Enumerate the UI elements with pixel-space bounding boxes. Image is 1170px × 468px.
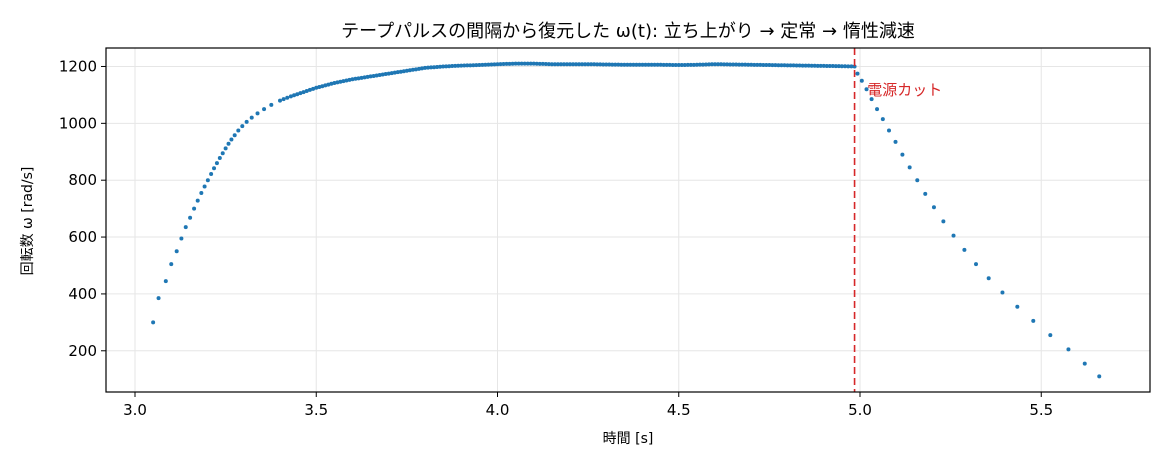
x-tick-label: 5.5 bbox=[1029, 401, 1053, 419]
data-point bbox=[169, 262, 173, 266]
x-axis-ticks: 3.0 3.5 4.0 4.5 5.0 5.5 bbox=[123, 392, 1053, 419]
y-tick-label: 800 bbox=[68, 171, 97, 189]
data-point bbox=[900, 153, 904, 157]
y-tick-label: 600 bbox=[68, 228, 97, 246]
data-point bbox=[212, 166, 216, 170]
y-tick-label: 400 bbox=[68, 285, 97, 303]
data-point bbox=[269, 103, 273, 107]
data-point bbox=[206, 178, 210, 182]
data-point bbox=[240, 124, 244, 128]
data-point bbox=[245, 120, 249, 124]
data-point bbox=[1031, 319, 1035, 323]
data-point bbox=[1048, 333, 1052, 337]
data-point bbox=[1083, 362, 1087, 366]
data-point bbox=[188, 216, 192, 220]
data-point bbox=[209, 172, 213, 176]
data-point bbox=[229, 138, 233, 142]
x-tick-label: 3.5 bbox=[304, 401, 328, 419]
y-axis-label: 回転数 ω [rad/s] bbox=[20, 167, 36, 276]
data-point bbox=[250, 116, 254, 120]
data-point bbox=[1015, 305, 1019, 309]
data-point bbox=[1000, 290, 1004, 294]
data-point bbox=[196, 199, 200, 203]
data-point bbox=[184, 225, 188, 229]
data-point bbox=[952, 234, 956, 238]
data-points bbox=[151, 62, 1101, 379]
data-point bbox=[282, 97, 286, 101]
x-tick-label: 3.0 bbox=[123, 401, 147, 419]
data-point bbox=[179, 236, 183, 240]
data-point bbox=[151, 320, 155, 324]
data-point bbox=[227, 142, 231, 146]
data-point bbox=[860, 79, 864, 83]
data-point bbox=[215, 161, 219, 165]
y-tick-label: 1000 bbox=[59, 114, 97, 132]
data-point bbox=[887, 128, 891, 132]
power-cut-annotation: 電源カット bbox=[867, 81, 942, 99]
data-point bbox=[203, 184, 207, 188]
plot-frame bbox=[106, 48, 1150, 392]
grid bbox=[106, 48, 1150, 392]
data-point bbox=[199, 191, 203, 195]
data-point bbox=[923, 192, 927, 196]
y-tick-label: 200 bbox=[68, 342, 97, 360]
data-point bbox=[1097, 374, 1101, 378]
data-point bbox=[157, 296, 161, 300]
data-point bbox=[875, 107, 879, 111]
data-point bbox=[1066, 347, 1070, 351]
data-point bbox=[256, 111, 260, 115]
x-tick-label: 4.0 bbox=[486, 401, 510, 419]
data-point bbox=[881, 117, 885, 121]
data-point bbox=[236, 128, 240, 132]
data-point bbox=[221, 151, 225, 155]
x-tick-label: 4.5 bbox=[667, 401, 691, 419]
data-point bbox=[262, 107, 266, 111]
data-point bbox=[962, 248, 966, 252]
chart-title: テープパルスの間隔から復元した ω(t): 立ち上がり → 定常 → 惰性減速 bbox=[341, 21, 915, 42]
data-point bbox=[915, 178, 919, 182]
data-point bbox=[218, 156, 222, 160]
data-point bbox=[233, 133, 237, 137]
x-axis-label: 時間 [s] bbox=[603, 431, 654, 447]
data-point bbox=[894, 140, 898, 144]
data-point bbox=[192, 207, 196, 211]
data-point bbox=[285, 96, 289, 100]
data-point bbox=[175, 249, 179, 253]
data-point bbox=[908, 165, 912, 169]
x-tick-label: 5.0 bbox=[848, 401, 872, 419]
data-point bbox=[224, 146, 228, 150]
data-point bbox=[855, 72, 859, 76]
y-axis-ticks: 200 400 600 800 1000 1200 bbox=[59, 57, 106, 359]
data-point bbox=[932, 205, 936, 209]
data-point bbox=[974, 262, 978, 266]
y-tick-label: 1200 bbox=[59, 57, 97, 75]
data-point bbox=[278, 99, 282, 103]
data-point bbox=[987, 276, 991, 280]
data-point bbox=[164, 279, 168, 283]
data-point bbox=[941, 219, 945, 223]
